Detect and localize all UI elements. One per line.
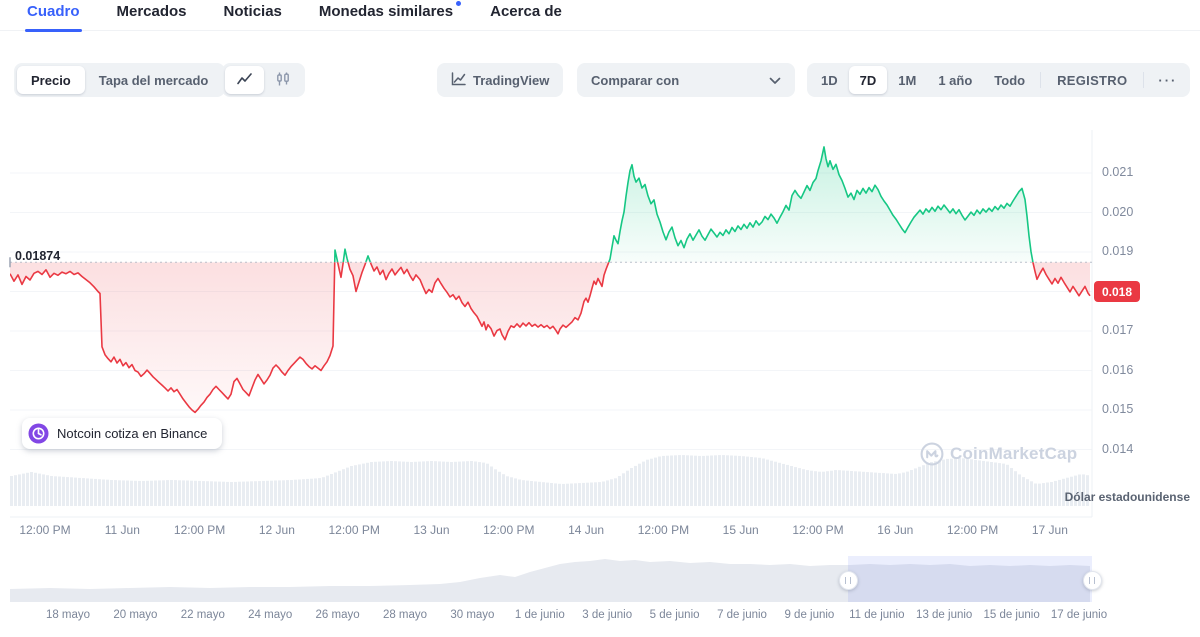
nav-date-label: 26 mayo: [315, 609, 360, 621]
y-tick-label: 0.021: [1102, 165, 1134, 179]
y-tick-label: 0.017: [1102, 323, 1134, 337]
range-button-1año[interactable]: 1 año: [927, 66, 983, 94]
navigator-selection[interactable]: [848, 556, 1092, 602]
navigator-left-handle[interactable]: [838, 571, 858, 590]
line-chart-icon: [237, 72, 252, 88]
x-tick-label: 13 Jun: [413, 523, 450, 537]
range-button-1D[interactable]: 1D: [810, 66, 849, 94]
nav-date-label: 5 de junio: [649, 609, 700, 621]
tab-bar: Cuadro Mercados Noticias Monedas similares A…: [0, 0, 1200, 32]
range-button-1M[interactable]: 1M: [887, 66, 927, 94]
x-tick-label: 12:00 PM: [637, 523, 690, 537]
exchange-tooltip-text: Notcoin cotiza en Binance: [57, 426, 208, 441]
nav-date-label: 15 de junio: [983, 609, 1040, 621]
market-cap-toggle-button[interactable]: Tapa del mercado: [85, 66, 223, 94]
nav-date-label: 24 mayo: [248, 609, 293, 621]
coinmarketcap-logo-icon: [920, 442, 944, 466]
new-badge-dot: [456, 1, 462, 6]
tab-cuadro[interactable]: Cuadro: [25, 0, 82, 32]
nav-date-label: 22 mayo: [180, 609, 225, 621]
navigator-right-handle[interactable]: [1082, 571, 1102, 590]
range-button-Todo[interactable]: Todo: [983, 66, 1036, 94]
coinmarketcap-watermark-text: CoinMarketCap: [950, 444, 1078, 463]
line-chart-icon-button[interactable]: [225, 66, 264, 94]
x-tick-label: 12:00 PM: [946, 523, 999, 537]
y-tick-label: 0.019: [1102, 244, 1134, 258]
nav-date-label: 13 de junio: [916, 609, 973, 621]
notcoin-logo-icon: [28, 423, 49, 444]
x-tick-label: 12:00 PM: [792, 523, 844, 537]
tradingview-label: TradingView: [473, 72, 550, 88]
tab-mercados[interactable]: Mercados: [115, 0, 189, 31]
chart-type-toggle: [222, 63, 305, 97]
exchange-tooltip[interactable]: Notcoin cotiza en Binance: [22, 418, 223, 449]
x-tick-label: 11 Jun: [104, 523, 140, 537]
x-tick-label: 12:00 PM: [328, 523, 380, 537]
tradingview-button[interactable]: TradingView: [437, 63, 564, 97]
current-price-badge: 0.018: [1094, 281, 1140, 302]
nav-date-label: 17 de junio: [1050, 609, 1108, 621]
x-tick-label: 15 Jun: [722, 523, 759, 537]
grip-icon: [845, 577, 851, 584]
grip-icon: [1089, 577, 1095, 584]
nav-date-label: 1 de junio: [514, 609, 565, 621]
divider: [1143, 72, 1145, 88]
nav-date-label: 7 de junio: [717, 609, 767, 621]
x-tick-label: 12 Jun: [258, 523, 295, 537]
log-scale-button[interactable]: REGISTRO: [1045, 66, 1139, 94]
range-button-7D[interactable]: 7D: [848, 66, 888, 94]
nav-date-label: 11 de junio: [849, 609, 905, 621]
baseline-price-label: 0.01874: [15, 249, 61, 263]
tab-noticias[interactable]: Noticias: [222, 0, 284, 31]
compare-dropdown[interactable]: Comparar con: [577, 63, 795, 97]
nav-date-label: 30 mayo: [450, 609, 495, 621]
currency-label[interactable]: Dólar estadounidense: [1064, 490, 1190, 504]
x-tick-label: 12:00 PM: [19, 523, 71, 537]
metric-toggle: Precio Tapa del mercado: [14, 63, 226, 97]
tradingview-chart-icon: [451, 71, 466, 89]
candlestick-icon-button[interactable]: [264, 66, 302, 94]
nav-date-label: 18 mayo: [45, 609, 91, 621]
ellipsis-icon: ···: [1158, 72, 1178, 88]
x-tick-label: 12:00 PM: [483, 523, 535, 537]
tab-acerca-de[interactable]: Acerca de: [488, 0, 564, 31]
chevron-down-icon: [769, 73, 781, 88]
x-tick-label: 16 Jun: [877, 523, 914, 537]
x-tick-label: 12:00 PM: [173, 523, 226, 537]
x-tick-label: 17 Jun: [1031, 523, 1068, 537]
more-options-button[interactable]: ···: [1148, 66, 1187, 94]
nav-date-label: 20 mayo: [113, 609, 158, 621]
divider: [1040, 72, 1042, 88]
y-tick-label: 0.014: [1102, 441, 1134, 456]
range-selector: 1D 7D 1M 1 año Todo REGISTRO ···: [807, 63, 1191, 97]
nav-date-label: 9 de junio: [784, 609, 835, 621]
y-tick-label: 0.016: [1102, 362, 1134, 377]
tab-monedas-similares[interactable]: Monedas similares: [317, 0, 462, 31]
candlestick-icon: [276, 72, 290, 89]
y-tick-label: 0.020: [1102, 204, 1134, 219]
y-tick-label: 0.015: [1102, 402, 1134, 416]
nav-date-label: 3 de junio: [582, 609, 633, 621]
coinmarketcap-watermark: CoinMarketCap: [920, 442, 1077, 466]
nav-date-label: 28 mayo: [382, 609, 428, 621]
x-tick-label: 14 Jun: [568, 523, 605, 537]
compare-label: Comparar con: [591, 72, 680, 88]
price-toggle-button[interactable]: Precio: [17, 66, 85, 94]
